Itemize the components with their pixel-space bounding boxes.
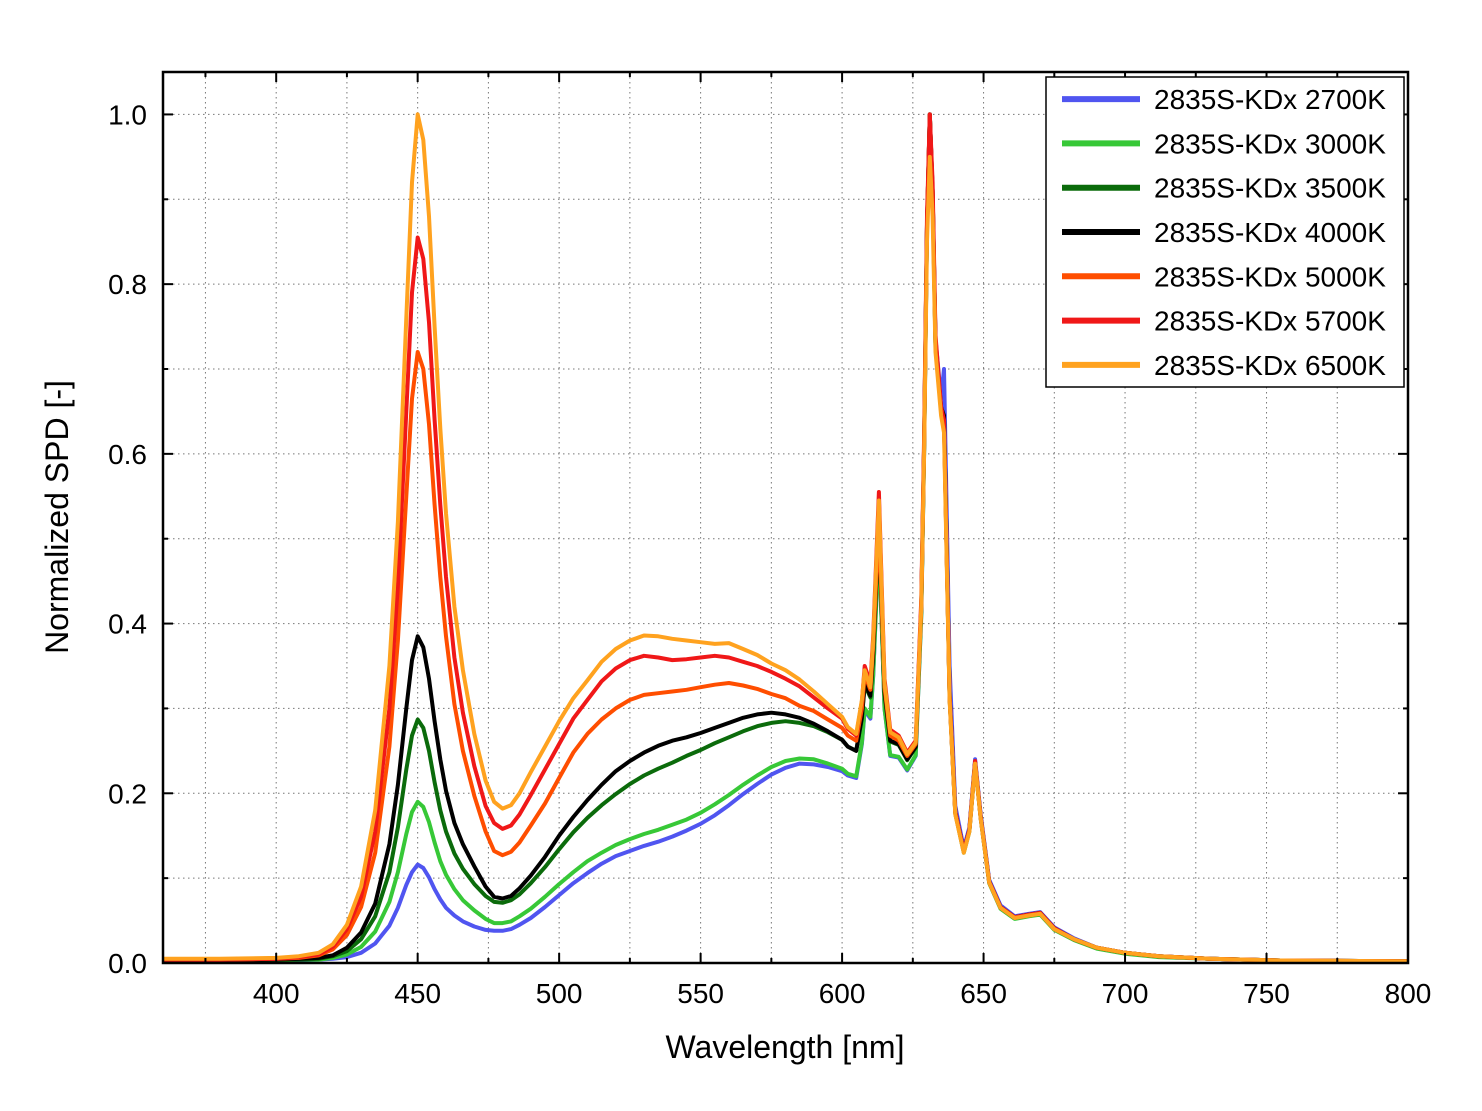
legend-label: 2835S-KDx 2700K (1154, 84, 1386, 115)
x-tick-label: 450 (394, 978, 441, 1009)
x-tick-labels: 400 450 500 550 600 650 700 750 800 (253, 978, 1432, 1009)
y-tick-label: 0.6 (108, 439, 147, 470)
x-tick-label: 750 (1243, 978, 1290, 1009)
plot-frame (161, 70, 1410, 965)
y-tick-label: 0.0 (108, 948, 147, 979)
legend-label: 2835S-KDx 3500K (1154, 173, 1386, 204)
legend-label: 2835S-KDx 4000K (1154, 217, 1386, 248)
x-tick-label: 700 (1102, 978, 1149, 1009)
x-tick-label: 650 (960, 978, 1007, 1009)
y-tick-label: 0.4 (108, 609, 147, 640)
legend-label: 2835S-KDx 6500K (1154, 350, 1386, 381)
grid-lines (163, 72, 1409, 963)
curve-2835S-KDx-6500K (163, 112, 1408, 963)
y-axis-label: Normalized SPD [-] (39, 380, 75, 654)
y-tick-label: 1.0 (108, 99, 147, 130)
legend-label: 2835S-KDx 5000K (1154, 261, 1386, 292)
x-tick-label: 550 (677, 978, 724, 1009)
y-tick-label: 0.2 (108, 778, 147, 809)
y-tick-label: 0.8 (108, 269, 147, 300)
y-tick-labels: 0.0 0.2 0.4 0.6 0.8 1.0 (108, 99, 147, 979)
legend-label: 2835S-KDx 5700K (1154, 306, 1386, 337)
spd-curves (163, 112, 1408, 963)
x-tick-label: 500 (536, 978, 583, 1009)
legend: 2835S-KDx 2700K 2835S-KDx 3000K 2835S-KDx … (1045, 76, 1405, 388)
legend-label: 2835S-KDx 3000K (1154, 128, 1386, 159)
x-axis-label: Wavelength [nm] (666, 1029, 905, 1065)
x-tick-label: 800 (1385, 978, 1432, 1009)
x-tick-label: 600 (819, 978, 866, 1009)
x-tick-label: 400 (253, 978, 300, 1009)
